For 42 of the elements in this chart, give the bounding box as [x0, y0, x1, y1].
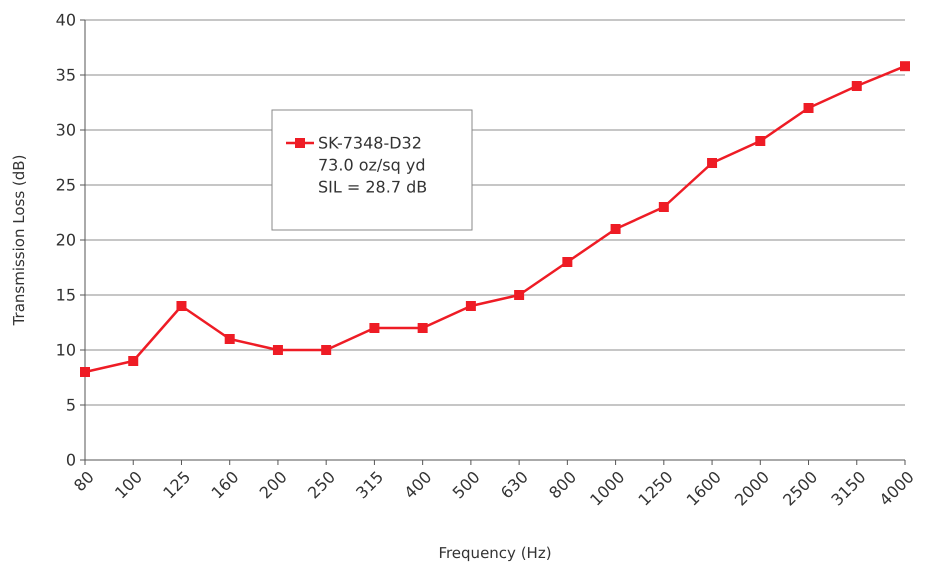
x-tick-label: 250 — [304, 467, 339, 502]
x-tick-label: 315 — [352, 467, 388, 502]
point — [755, 136, 766, 146]
point — [176, 301, 186, 311]
point — [610, 224, 621, 234]
y-tick-label: 10 — [56, 340, 76, 360]
x-tick-label: 80 — [70, 467, 98, 496]
y-tick-label: 25 — [56, 176, 76, 195]
x-tick-label: 500 — [448, 467, 484, 502]
y-tick-label: 0 — [66, 450, 76, 470]
y-tick-label: 15 — [56, 286, 76, 305]
point — [466, 301, 476, 311]
point — [418, 323, 428, 333]
y-tick-label: 20 — [56, 230, 76, 250]
legend-label: SK-7348-D32 — [318, 134, 422, 153]
y-tick-label: 35 — [56, 66, 76, 85]
point — [224, 334, 235, 344]
point — [514, 290, 524, 300]
x-axis-title: Frequency (Hz) — [438, 544, 552, 562]
point — [852, 81, 862, 91]
point — [804, 103, 814, 113]
annotation: 73.0 oz/sq yd — [318, 156, 426, 175]
point — [707, 158, 718, 168]
y-tick-label: 30 — [56, 120, 76, 140]
x-tick-label: 160 — [207, 467, 242, 502]
y-tick-label: 40 — [56, 10, 76, 30]
x-tick-label: 100 — [110, 467, 146, 502]
x-tick-label: 800 — [545, 467, 580, 502]
x-tick-label: 630 — [496, 467, 532, 502]
point — [80, 367, 90, 377]
x-tick-label: 400 — [400, 467, 436, 502]
point — [128, 356, 138, 366]
y-tick-label: 5 — [66, 396, 76, 415]
point — [562, 257, 572, 267]
x-tick-label: 200 — [256, 467, 291, 502]
point — [658, 202, 669, 212]
point — [369, 323, 380, 333]
point — [272, 345, 283, 355]
annotation: SIL = 28.7 dB — [318, 178, 428, 197]
point — [900, 61, 910, 72]
point — [321, 345, 332, 355]
y-axis-title: Transmission Loss (dB) — [10, 154, 28, 326]
